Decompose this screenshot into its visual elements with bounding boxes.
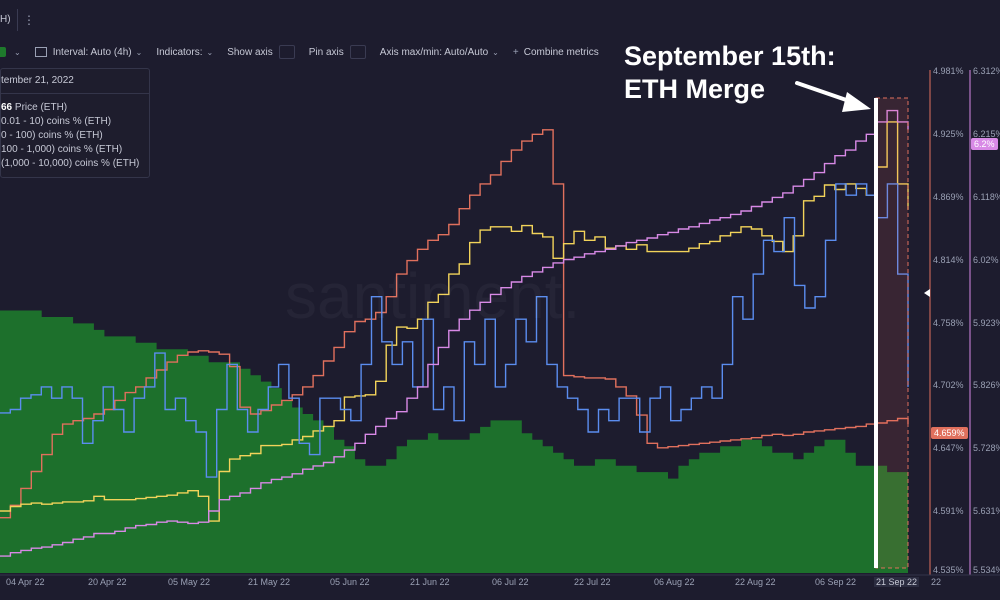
left-axis-tick: 4.925% [933,128,964,139]
tooltip-row: 66 Price (ETH) [1,102,68,113]
highlight-box [875,97,909,569]
pin-axis-toggle[interactable]: Pin axis [309,45,366,59]
x-tick-label: 05 Jun 22 [330,577,370,587]
tooltip-row: 100 - 1,000) coins % (ETH) [1,144,123,155]
right-axis-tick: 6.312% [973,66,1000,76]
right-axis-tick: 6.118% [973,191,1000,202]
show-axis-label: Show axis [227,46,273,58]
right-axis-badge: 6.2% [971,138,998,150]
tooltip-row: (1,000 - 10,000) coins % (ETH) [1,158,140,169]
series-area [0,310,908,573]
chevron-down-icon: ⌄ [14,47,21,57]
series-line-2 [0,121,909,522]
ellipsis-icon[interactable]: ⋮ [17,9,40,31]
calendar-icon [34,47,47,57]
divider [1,93,149,94]
chevron-down-icon: ⌄ [206,47,214,57]
right-axis-tick: 5.923% [973,317,1000,328]
x-tick-label-hover: 21 Sep 22 [874,577,920,587]
merge-annotation: September 15th: ETH Merge [624,40,836,106]
left-axis-tick: 4.758% [933,317,964,328]
toggle-switch [349,45,366,59]
axis-max-min-label: Axis max/min: Auto/Auto [379,46,489,58]
x-tick-label: 04 Apr 22 [6,577,45,587]
axis-pointer-icon [924,289,930,297]
indicators-label: Indicators: [156,46,203,58]
x-tick-label: 05 May 22 [168,577,211,587]
tooltip-row: 0 - 100) coins % (ETH) [1,130,103,141]
series-line-3 [0,183,909,478]
indicators-dropdown[interactable]: Indicators: ⌄ [156,47,213,58]
left-axis-tick: 4.647% [933,443,964,454]
tooltip-date: tember 21, 2022 [1,75,74,86]
left-axis-tick: 4.869% [933,191,964,202]
right-axis-tick: 5.826% [973,380,1000,391]
x-tick-label: 06 Aug 22 [654,577,695,587]
color-picker[interactable]: ⌄ [0,47,21,57]
x-tick-label: 22 Aug 22 [735,577,776,587]
right-axis-tick: 6.02% [973,254,999,265]
left-axis-tick: 4.535% [933,565,964,575]
watermark: santiment. [285,260,580,332]
x-tick-label: 21 May 22 [248,577,291,587]
right-axis-tick: 6.215% [973,128,1000,139]
combine-metrics-button[interactable]: + Combine metrics [513,47,599,58]
annotation-line-1: September 15th: [624,41,836,71]
interval-dropdown[interactable]: Interval: Auto (4h) ⌄ [34,46,143,58]
x-tick-label: 21 Jun 22 [410,577,450,587]
left-axis-badge: 4.659% [931,427,968,439]
tab-label[interactable]: H) [0,14,11,25]
merge-marker-line [874,98,878,568]
arrow-head [842,92,871,112]
top-bar: H) ⋮ [0,0,1000,40]
toggle-switch [278,45,295,59]
right-axis-tick: 5.631% [973,506,1000,517]
x-tick-label: 20 Apr 22 [88,577,127,587]
right-axis-tick: 5.534% [973,565,1000,575]
chevron-down-icon: ⌄ [492,47,499,57]
combine-metrics-label: Combine metrics [523,46,599,58]
x-tick-label: 22 Jul 22 [574,577,611,587]
interval-label: Interval: Auto (4h) [52,46,132,58]
left-axis-tick: 4.981% [933,66,964,76]
x-tick-label: 22 [931,577,942,587]
left-axis-tick: 4.591% [933,506,964,517]
left-axis-tick: 4.814% [933,254,964,265]
x-tick-label: 06 Sep 22 [815,577,857,587]
pin-axis-label: Pin axis [308,46,344,58]
plus-icon: + [512,46,519,58]
x-tick-label: 06 Jul 22 [492,577,529,587]
axis-max-min-dropdown[interactable]: Axis max/min: Auto/Auto ⌄ [380,47,499,58]
show-axis-toggle[interactable]: Show axis [227,45,295,59]
toolbar: ⌄ Interval: Auto (4h) ⌄ Indicators: ⌄ Show… [0,40,1000,64]
chevron-down-icon: ⌄ [135,47,143,57]
annotation-line-2: ETH Merge [624,74,766,104]
right-axis-tick: 5.728% [973,443,1000,454]
color-swatch [0,47,6,57]
left-axis-tick: 4.702% [933,380,964,391]
chart-tooltip: tember 21, 2022 66 Price (ETH) 0.01 - 10… [0,68,150,178]
tooltip-row: 0.01 - 10) coins % (ETH) [1,116,112,127]
series-line-4 [0,109,909,557]
